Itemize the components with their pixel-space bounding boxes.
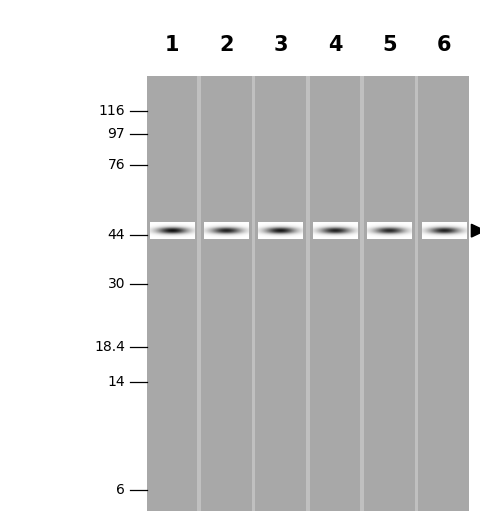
Text: 76: 76 (107, 158, 125, 172)
Text: 1: 1 (164, 35, 179, 55)
Polygon shape (470, 225, 480, 237)
Text: 97: 97 (107, 126, 125, 141)
Text: 44: 44 (108, 228, 125, 242)
Bar (305, 76, 309, 511)
Text: 3: 3 (273, 35, 288, 55)
Bar (146, 76, 468, 511)
Bar (197, 76, 201, 511)
Text: 2: 2 (218, 35, 233, 55)
Text: 4: 4 (327, 35, 342, 55)
Text: 30: 30 (108, 277, 125, 291)
Bar (414, 76, 418, 511)
Text: 116: 116 (98, 104, 125, 118)
Text: 14: 14 (107, 375, 125, 388)
Bar (360, 76, 363, 511)
Bar (251, 76, 255, 511)
Text: 18.4: 18.4 (94, 339, 125, 354)
Text: 5: 5 (381, 35, 396, 55)
Text: 6: 6 (435, 35, 450, 55)
Text: 6: 6 (116, 483, 125, 497)
